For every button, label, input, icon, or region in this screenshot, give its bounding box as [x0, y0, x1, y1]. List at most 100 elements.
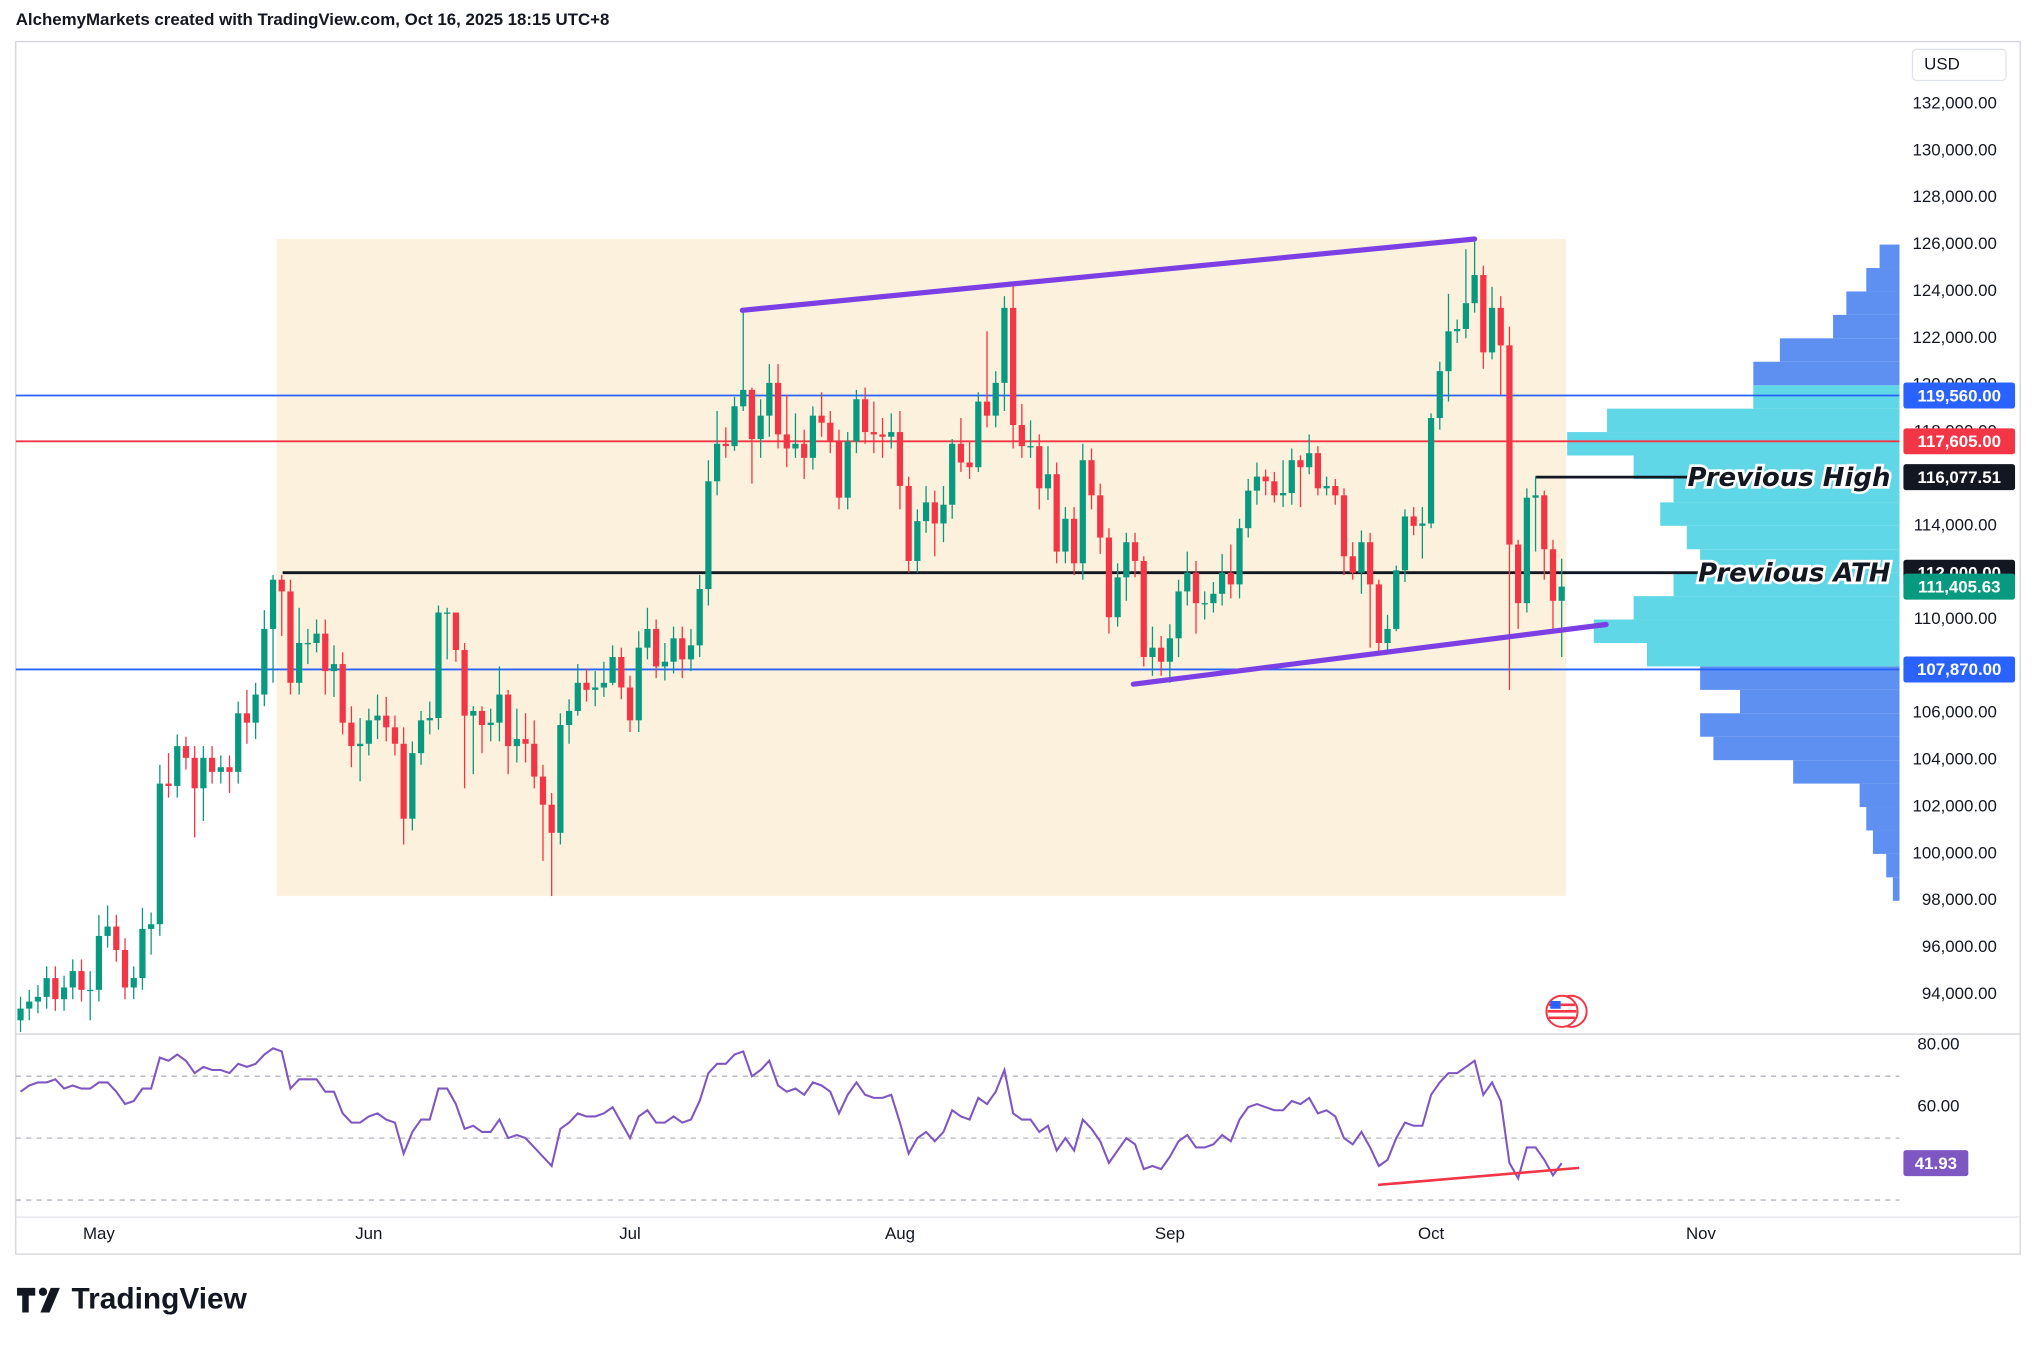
candle-body [705, 481, 712, 590]
logo-dot [38, 1287, 48, 1296]
volume-profile-bar [1660, 502, 1900, 526]
candle-body [940, 504, 947, 524]
trendline [1130, 621, 1609, 687]
candle-body [339, 664, 346, 723]
candle-body [1062, 518, 1069, 552]
volume-profile-bar [1673, 478, 1900, 503]
candle-body [731, 406, 738, 447]
y-tick-label: 96,000.00 [1922, 937, 1997, 956]
price-tag [1903, 428, 2016, 455]
candle-body [383, 715, 390, 728]
candle-body [1105, 537, 1113, 618]
candle-body [505, 694, 512, 747]
candle-body [835, 441, 843, 498]
volume-profile-bar [1793, 760, 1900, 784]
candle-body [1001, 307, 1008, 383]
candle-body [1201, 603, 1208, 605]
candle-body [1140, 560, 1147, 658]
candle-body [592, 687, 599, 690]
candle-body [130, 978, 137, 988]
candle-body [574, 682, 581, 711]
candle-body [888, 432, 895, 437]
candle-body [1401, 516, 1409, 571]
candle-body [548, 804, 555, 833]
candle-body [696, 589, 703, 646]
candle-body [1271, 481, 1278, 496]
candle-body [200, 757, 207, 789]
candle-body [304, 642, 311, 645]
candle-body [269, 579, 277, 629]
candle-body [1192, 572, 1200, 604]
y-tick-label: 106,000.00 [1912, 703, 1996, 722]
candle-body [583, 682, 590, 690]
candle-body [43, 978, 50, 997]
candle-body [1393, 570, 1400, 629]
brand-name: TradingView [72, 1283, 248, 1316]
y-tick-label: 80.00 [1917, 1035, 1959, 1054]
candle-body [139, 928, 146, 979]
volume-profile-bar [1859, 783, 1900, 808]
candle-body [740, 389, 747, 407]
price-tag-label: 117,605.00 [1918, 432, 2001, 451]
volume-profile-bar [1700, 549, 1900, 573]
candle-body [1262, 476, 1269, 482]
rsi-pane [15, 1047, 1900, 1201]
volume-profile-bar [1567, 432, 1900, 456]
candle-body [1427, 418, 1435, 524]
currency-box[interactable] [1911, 48, 2007, 82]
candle-body [522, 739, 529, 744]
candle-body [1088, 460, 1095, 496]
candle-body [1131, 542, 1139, 561]
axes: May Jun Jul Aug Sep Oct Nov 132,000.00 130,000.0… [83, 93, 2016, 1243]
candle-body [922, 502, 930, 522]
candle-body [1044, 474, 1052, 489]
candle-body [252, 694, 259, 723]
flag-canton [1550, 1000, 1561, 1009]
candle-body [174, 746, 181, 786]
candle-body [983, 401, 991, 416]
event-icon[interactable] [1545, 994, 1588, 1028]
volume-profile-bar [1713, 736, 1900, 761]
y-tick-label: 98,000.00 [1922, 890, 1997, 909]
candle-body [531, 743, 538, 777]
candle-body [853, 399, 860, 442]
candle-body [17, 1008, 24, 1021]
volume-profile-bar [1892, 877, 1900, 901]
candle-body [322, 633, 329, 672]
candle-body [1323, 485, 1330, 489]
candle-body [217, 767, 224, 772]
y-tick-label: 114,000.00 [1914, 515, 1997, 534]
candle-body [226, 767, 233, 772]
x-tick-label: Nov [1686, 1224, 1717, 1243]
candle-body [1166, 638, 1173, 662]
price-tag-label: 111,405.63 [1918, 577, 2001, 596]
volume-profile-bar [1673, 572, 1900, 597]
candle-body [809, 415, 816, 458]
candle-body [104, 926, 111, 936]
price-tag-label: 41.93 [1915, 1154, 1957, 1173]
candle-body [313, 633, 320, 643]
y-tick-label: 102,000.00 [1912, 796, 1996, 815]
candle-body [69, 971, 76, 988]
candle-body [435, 612, 442, 718]
volume-profile-bar [1607, 408, 1900, 433]
candle-body [478, 710, 486, 726]
candle-body [34, 996, 42, 1002]
candle-body [1018, 425, 1025, 447]
candle-body [748, 389, 756, 440]
candle-body [1210, 593, 1217, 604]
candle-body [496, 694, 503, 723]
price-tag [1903, 382, 2016, 409]
x-tick-label: Jul [619, 1224, 641, 1243]
candle-body [400, 743, 407, 819]
price-tag-label: 116,077.51 [1918, 468, 2001, 487]
candle-body [792, 443, 799, 449]
volume-profile-bar [1700, 713, 1900, 737]
candle-body [801, 443, 808, 458]
candle-body [1297, 460, 1304, 468]
candle-body [1340, 495, 1348, 557]
volume-profile-bar [1646, 642, 1900, 667]
candle-body [1184, 572, 1191, 592]
volume-profile-bar [1833, 314, 1900, 339]
